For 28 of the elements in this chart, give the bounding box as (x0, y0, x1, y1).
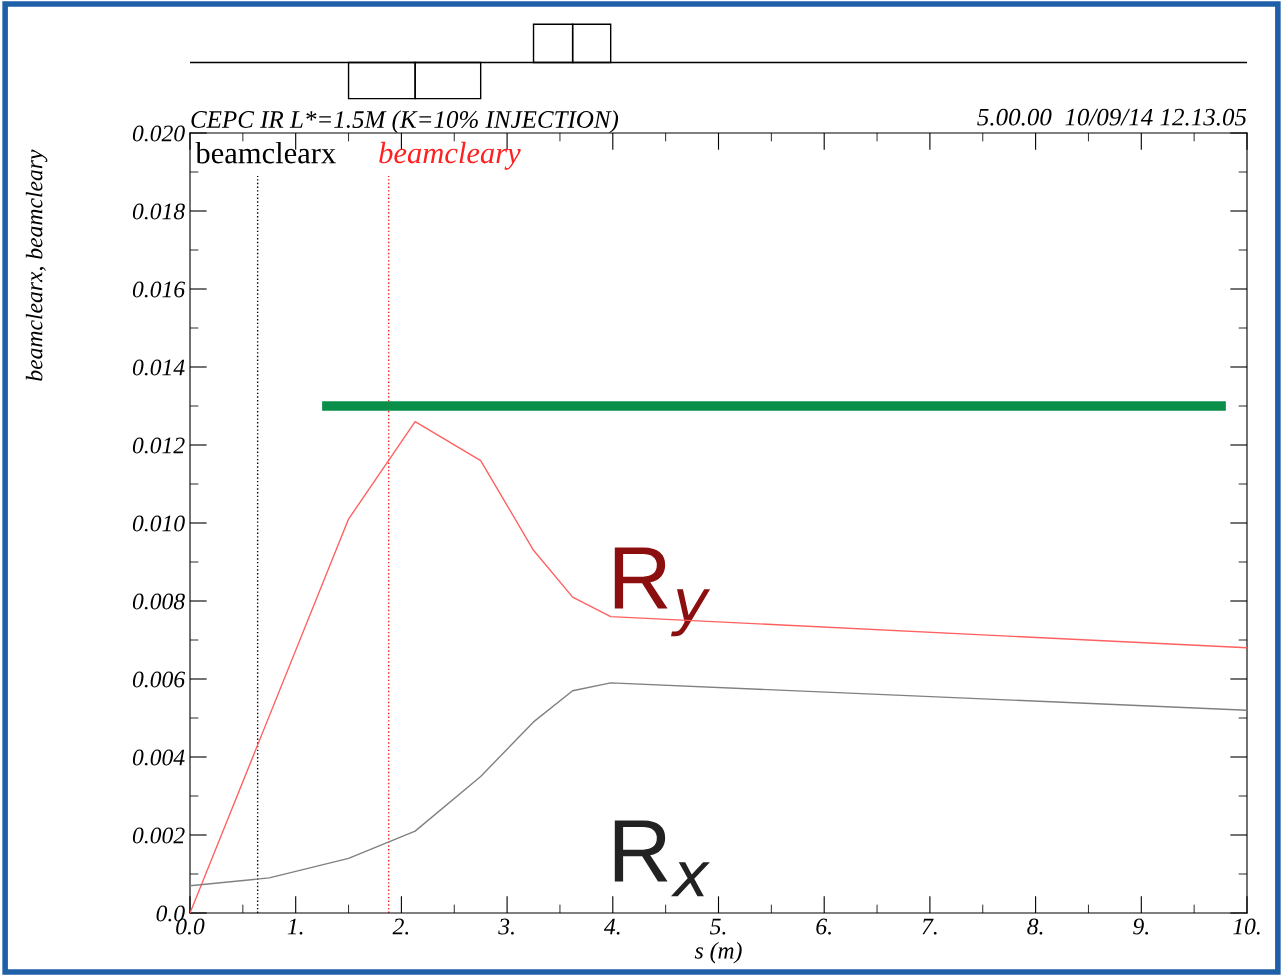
text: 5.00.00 10/09/14 12.13.05 (977, 108, 1247, 126)
x-tick-label: 10. (1233, 918, 1260, 935)
x-tick-label: 6. (816, 918, 831, 935)
annotation: R$_{y}$ (614, 547, 711, 637)
y-tick-label: 0.002 (132, 827, 185, 844)
annotation: R$_{x}$ (614, 820, 710, 897)
chart-title: CEPC IR L*=1.5M (K=10% INJECTION) (191, 110, 619, 133)
x-tick-label: 7. (922, 918, 937, 935)
x-tick-label: 5. (710, 918, 726, 935)
y-tick-label: 0.014 (132, 359, 185, 376)
x-tick-label: 9. (1133, 918, 1149, 935)
y-tick-label: 0.016 (132, 281, 186, 298)
y-tick-label: 0.004 (132, 749, 185, 766)
y-tick-label: 0.018 (132, 203, 185, 220)
y-axis-title: beamclearx, beamcleary (25, 149, 48, 381)
y-tick-label: 0.012 (132, 437, 185, 454)
ref-line-label: beamclearx (195, 141, 336, 164)
y-tick-label: 0.020 (132, 125, 185, 142)
y-tick-label: 0.010 (132, 515, 185, 532)
x-axis-title: s (m) (694, 942, 742, 964)
x-tick-label: 8. (1027, 918, 1043, 935)
x-tick-label: 2. (392, 918, 409, 935)
ref-line-label: beamcleary (379, 141, 521, 170)
y-tick-label: 0.006 (132, 671, 186, 688)
x-tick-label: 3. (498, 918, 514, 935)
x-tick-label: 4. (604, 918, 620, 935)
x-tick-label: 1. (287, 918, 303, 935)
y-tick-label: 0.008 (132, 593, 185, 610)
